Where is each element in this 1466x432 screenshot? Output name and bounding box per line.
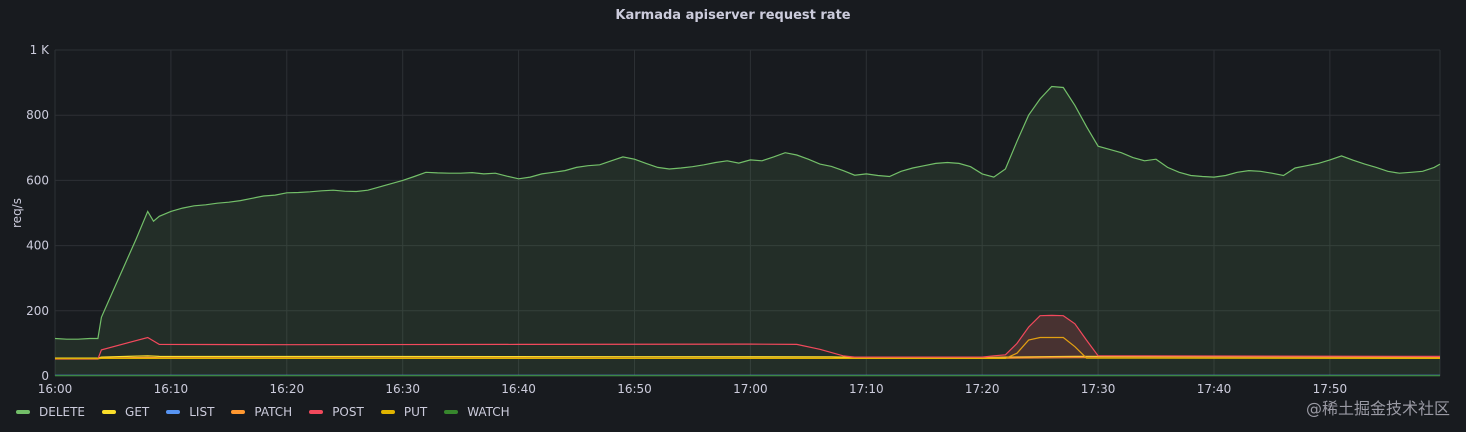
x-tick-label: 17:00	[733, 382, 768, 396]
y-tick-label: 800	[26, 108, 49, 122]
x-tick-label: 16:40	[501, 382, 536, 396]
legend-swatch	[309, 410, 324, 414]
y-axis: 0 200 400 600 800 1 K	[26, 43, 50, 383]
legend-item-patch[interactable]: PATCH	[231, 405, 292, 419]
legend-swatch	[231, 410, 246, 414]
x-tick-label: 17:50	[1313, 382, 1348, 396]
legend: DELETE GET LIST PATCH POST PUT WATCH	[16, 405, 527, 419]
y-axis-label: req/s	[10, 198, 24, 228]
y-tick-label: 0	[41, 369, 49, 383]
legend-label: DELETE	[39, 405, 86, 419]
legend-label: PUT	[403, 405, 428, 419]
series-area-delete	[55, 86, 1440, 376]
x-tick-label: 17:10	[849, 382, 884, 396]
y-tick-label: 1 K	[30, 43, 50, 57]
legend-item-watch[interactable]: WATCH	[444, 405, 510, 419]
legend-label: WATCH	[467, 405, 510, 419]
x-tick-label: 16:00	[38, 382, 73, 396]
series-line-get	[55, 355, 1441, 359]
series-area-post	[982, 315, 1099, 359]
legend-item-get[interactable]: GET	[102, 405, 149, 419]
legend-label: GET	[125, 405, 150, 419]
y-tick-label: 600	[26, 173, 49, 187]
legend-label: PATCH	[254, 405, 293, 419]
series-line-delete	[54, 85, 1441, 340]
legend-label: LIST	[189, 405, 215, 419]
legend-item-put[interactable]: PUT	[380, 405, 428, 419]
legend-label: POST	[332, 405, 364, 419]
series-layer	[54, 85, 1441, 377]
series-line-put	[55, 336, 1441, 360]
panel-title: Karmada apiserver request rate	[615, 8, 851, 23]
legend-swatch	[16, 410, 30, 414]
y-tick-label: 400	[26, 239, 49, 253]
legend-swatch	[444, 410, 459, 414]
x-tick-label: 17:20	[965, 382, 1000, 396]
x-tick-label: 17:30	[1081, 382, 1116, 396]
legend-item-post[interactable]: POST	[309, 405, 364, 419]
watermark-text: @稀土掘金技术社区	[1305, 399, 1450, 418]
y-tick-label: 200	[26, 304, 49, 318]
legend-swatch	[380, 410, 395, 414]
legend-item-list[interactable]: LIST	[166, 405, 214, 419]
series-line-post	[55, 314, 1441, 360]
legend-swatch	[166, 410, 181, 414]
x-tick-label: 16:10	[154, 382, 189, 396]
x-tick-label: 16:30	[385, 382, 420, 396]
x-tick-label: 16:20	[270, 382, 305, 396]
x-tick-label: 16:50	[617, 382, 652, 396]
x-axis: 16:00 16:10 16:20 16:30 16:40 16:50 17:00 17:10…	[38, 382, 1347, 396]
legend-item-delete[interactable]: DELETE	[16, 405, 85, 419]
legend-swatch	[102, 410, 117, 414]
x-tick-label: 17:40	[1197, 382, 1232, 396]
